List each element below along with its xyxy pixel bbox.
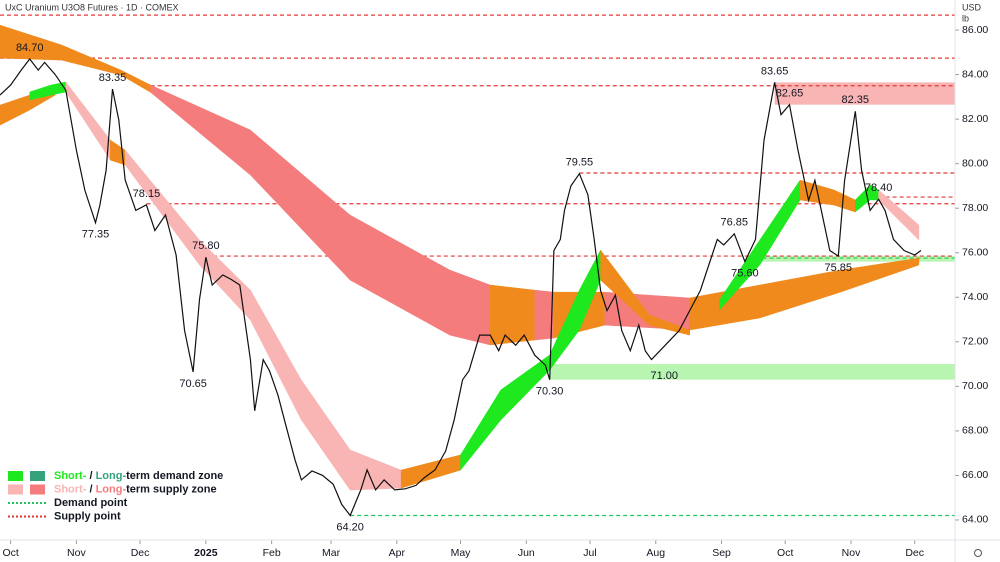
band xyxy=(600,249,690,336)
band xyxy=(689,257,920,331)
legend-swatch xyxy=(8,471,23,481)
legend-label: Supply point xyxy=(54,510,121,522)
legend-swatch xyxy=(30,471,45,481)
annotation: 78.40 xyxy=(865,182,893,194)
x-tick-label: Sep xyxy=(712,547,731,559)
annotation: 71.00 xyxy=(650,370,678,382)
y-tick-label: 76.00 xyxy=(962,247,988,259)
chart-title: UxC Uranium U3O8 Futures · 1D · COMEX xyxy=(5,2,179,12)
annotation: 82.65 xyxy=(776,88,804,100)
axes: 64.00 66.00 68.00 70.00 72.00 74.00 76.00 78.00… xyxy=(2,24,988,559)
unit: lb xyxy=(962,13,969,23)
x-tick-label: 2025 xyxy=(194,547,218,559)
legend-part: / xyxy=(86,470,95,482)
y-tick-label: 70.00 xyxy=(962,380,988,392)
y-tick-label: 80.00 xyxy=(962,157,988,169)
settings-icon[interactable] xyxy=(974,549,982,557)
annotation: 84.70 xyxy=(16,42,44,54)
plot-area xyxy=(0,14,955,517)
annotation: 75.85 xyxy=(825,262,853,274)
x-tick-label: Jun xyxy=(518,547,535,559)
legend-part: Short- xyxy=(54,483,87,495)
x-tick-label: Nov xyxy=(842,547,861,559)
x-tick-label: May xyxy=(451,547,472,559)
x-tick-label: Mar xyxy=(322,547,341,559)
x-tick-label: Apr xyxy=(389,547,406,559)
band xyxy=(878,189,920,241)
y-tick-label: 72.00 xyxy=(962,336,988,348)
x-tick-label: Aug xyxy=(646,547,665,559)
legend-part: Long- xyxy=(96,470,127,482)
price-line xyxy=(0,58,922,517)
x-tick-label: Oct xyxy=(777,547,793,559)
band xyxy=(604,291,690,331)
annotation: 64.20 xyxy=(336,521,364,533)
annotation: 78.15 xyxy=(133,188,161,200)
legend-part: term demand zone xyxy=(126,470,223,482)
annotation: 77.35 xyxy=(82,229,110,241)
x-tick-label: Jul xyxy=(583,547,596,559)
y-tick-label: 66.00 xyxy=(962,469,988,481)
annotation: 70.65 xyxy=(179,378,207,390)
x-tick-label: Oct xyxy=(2,547,18,559)
x-tick-label: Feb xyxy=(263,547,281,559)
legend-part: / xyxy=(86,483,95,495)
currency: USD xyxy=(962,2,982,12)
annotation: 75.60 xyxy=(731,268,759,280)
annotation: 75.80 xyxy=(192,240,220,252)
annotation: 79.55 xyxy=(566,157,594,169)
y-tick-label: 82.00 xyxy=(962,113,988,125)
x-tick-label: Dec xyxy=(131,547,150,559)
zone xyxy=(755,256,955,262)
legend-part: term supply zone xyxy=(126,483,216,495)
y-tick-label: 74.00 xyxy=(962,291,988,303)
zone xyxy=(549,364,955,380)
x-tick-label: Nov xyxy=(67,547,86,559)
x-tick-label: Dec xyxy=(905,547,924,559)
band xyxy=(489,284,536,346)
zone xyxy=(774,82,955,105)
legend-swatch xyxy=(30,484,45,495)
annotation: 82.35 xyxy=(841,94,869,106)
legend-swatch xyxy=(8,484,23,495)
y-tick-label: 86.00 xyxy=(962,24,988,36)
y-tick-label: 64.00 xyxy=(962,514,988,526)
y-tick-label: 78.00 xyxy=(962,202,988,214)
legend-part: Long- xyxy=(96,483,127,495)
annotation: 70.30 xyxy=(536,386,564,398)
legend-label: Short- / Long-term demand zone xyxy=(54,470,223,482)
annotation: 83.35 xyxy=(99,72,127,84)
annotation: 76.85 xyxy=(721,217,749,229)
legend-part: Short- xyxy=(54,470,87,482)
legend-label: Demand point xyxy=(54,497,128,509)
legend-label: Short- / Long-term supply zone xyxy=(54,483,217,495)
y-tick-label: 84.00 xyxy=(962,68,988,80)
annotation: 83.65 xyxy=(761,65,789,77)
y-tick-label: 68.00 xyxy=(962,425,988,437)
